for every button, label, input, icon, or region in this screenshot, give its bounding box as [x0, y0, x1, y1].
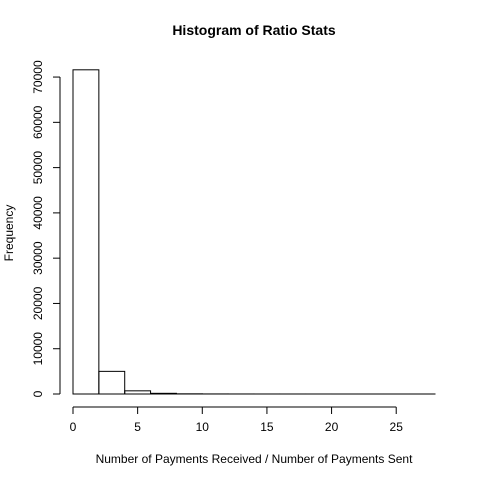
x-tick-label: 25	[390, 420, 404, 434]
y-axis-label: Frequency	[2, 205, 16, 262]
y-tick-label: 40000	[31, 196, 45, 230]
x-axis-label: Number of Payments Received / Number of …	[96, 452, 413, 466]
histogram-bar-0	[72, 69, 100, 395]
y-axis: 0 10000 20000 30000 40000 50000 60000 70000	[31, 60, 61, 397]
histogram-bar-2	[124, 390, 152, 395]
x-tick-label: 5	[134, 420, 141, 434]
x-tick-label: 20	[325, 420, 339, 434]
x-tick-label: 10	[196, 420, 210, 434]
y-tick-label: 60000	[31, 105, 45, 139]
x-axis: 0 5 10 15 20 25	[70, 406, 404, 434]
histogram-bars	[72, 69, 436, 395]
x-tick-label: 15	[260, 420, 274, 434]
histogram-bar-3	[150, 392, 177, 395]
y-tick-label: 50000	[31, 151, 45, 185]
chart-title: Histogram of Ratio Stats	[172, 22, 336, 38]
y-tick-label: 0	[31, 390, 45, 397]
y-tick-label: 10000	[31, 332, 45, 366]
y-tick-label: 70000	[31, 60, 45, 94]
histogram-bar-1	[98, 370, 126, 395]
x-tick-label: 0	[70, 420, 77, 434]
y-tick-label: 20000	[31, 286, 45, 320]
y-tick-label: 30000	[31, 241, 45, 275]
